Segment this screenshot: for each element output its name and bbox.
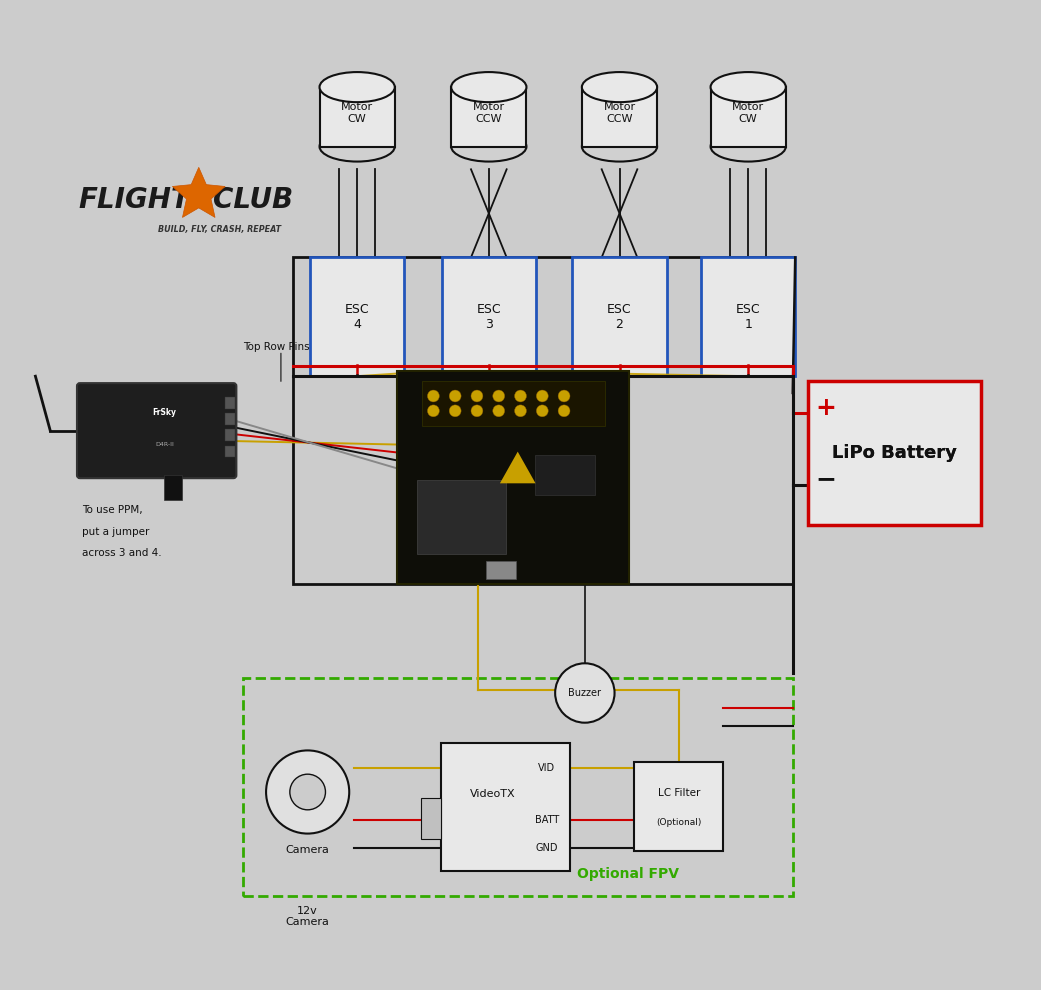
- FancyBboxPatch shape: [416, 480, 506, 554]
- FancyBboxPatch shape: [573, 257, 666, 376]
- Circle shape: [428, 405, 439, 417]
- Text: FrSky: FrSky: [152, 408, 176, 418]
- FancyBboxPatch shape: [226, 397, 235, 409]
- Text: BUILD, FLY, CRASH, REPEAT: BUILD, FLY, CRASH, REPEAT: [158, 225, 281, 235]
- Text: ESC
2: ESC 2: [607, 303, 632, 331]
- Text: 12v
Camera: 12v Camera: [285, 906, 330, 928]
- Text: Top Row Pins: Top Row Pins: [244, 342, 310, 351]
- Ellipse shape: [582, 72, 657, 102]
- FancyBboxPatch shape: [422, 381, 605, 426]
- Circle shape: [555, 663, 614, 723]
- FancyBboxPatch shape: [226, 430, 235, 442]
- Ellipse shape: [711, 72, 786, 102]
- FancyBboxPatch shape: [441, 742, 570, 871]
- Text: Optional FPV: Optional FPV: [577, 867, 679, 881]
- Text: (Optional): (Optional): [656, 819, 702, 828]
- Circle shape: [492, 405, 505, 417]
- Ellipse shape: [582, 132, 657, 161]
- Text: +: +: [815, 396, 836, 420]
- Circle shape: [492, 390, 505, 402]
- Text: ESC
4: ESC 4: [345, 303, 370, 331]
- Ellipse shape: [320, 132, 395, 161]
- Text: LC Filter: LC Filter: [658, 788, 701, 799]
- Text: Buzzer: Buzzer: [568, 688, 602, 698]
- FancyBboxPatch shape: [582, 87, 657, 147]
- Circle shape: [514, 405, 527, 417]
- FancyBboxPatch shape: [535, 455, 594, 495]
- Circle shape: [471, 390, 483, 402]
- Polygon shape: [500, 451, 535, 483]
- Text: VID: VID: [538, 763, 556, 773]
- FancyBboxPatch shape: [634, 762, 723, 851]
- FancyBboxPatch shape: [320, 87, 395, 147]
- Circle shape: [428, 390, 439, 402]
- Text: FLIGHT: FLIGHT: [78, 186, 191, 214]
- Ellipse shape: [320, 72, 395, 102]
- Text: −: −: [815, 467, 836, 492]
- Text: VideoTX: VideoTX: [469, 789, 515, 799]
- FancyBboxPatch shape: [451, 87, 527, 147]
- FancyBboxPatch shape: [397, 371, 630, 584]
- FancyBboxPatch shape: [77, 383, 236, 478]
- Text: Camera: Camera: [285, 845, 330, 855]
- FancyBboxPatch shape: [441, 257, 536, 376]
- Text: LiPo Battery: LiPo Battery: [832, 444, 957, 462]
- FancyBboxPatch shape: [164, 475, 182, 500]
- Text: Motor
CW: Motor CW: [341, 102, 374, 124]
- Ellipse shape: [451, 132, 527, 161]
- FancyBboxPatch shape: [422, 798, 441, 840]
- Text: LiPo Battery: LiPo Battery: [832, 444, 957, 462]
- Text: put a jumper: put a jumper: [82, 527, 149, 537]
- Circle shape: [471, 405, 483, 417]
- Circle shape: [450, 405, 461, 417]
- FancyBboxPatch shape: [226, 446, 235, 457]
- Circle shape: [266, 750, 349, 834]
- Circle shape: [450, 390, 461, 402]
- FancyBboxPatch shape: [808, 381, 981, 525]
- Text: D4R-II: D4R-II: [155, 442, 174, 446]
- Text: Motor
CW: Motor CW: [732, 102, 764, 124]
- FancyBboxPatch shape: [226, 414, 235, 426]
- Text: GND: GND: [535, 843, 558, 853]
- Circle shape: [558, 405, 570, 417]
- Text: ESC
3: ESC 3: [477, 303, 501, 331]
- Circle shape: [536, 390, 549, 402]
- FancyBboxPatch shape: [486, 561, 515, 579]
- Circle shape: [536, 405, 549, 417]
- Text: BATT: BATT: [535, 815, 559, 825]
- Text: Motor
CCW: Motor CCW: [473, 102, 505, 124]
- Polygon shape: [173, 167, 225, 218]
- Circle shape: [514, 390, 527, 402]
- Circle shape: [289, 774, 326, 810]
- Circle shape: [558, 390, 570, 402]
- Text: CLUB: CLUB: [213, 186, 294, 214]
- Ellipse shape: [711, 132, 786, 161]
- Text: Motor
CCW: Motor CCW: [604, 102, 636, 124]
- Text: To use PPM,: To use PPM,: [82, 505, 143, 515]
- FancyBboxPatch shape: [310, 257, 404, 376]
- Ellipse shape: [451, 72, 527, 102]
- FancyBboxPatch shape: [711, 87, 786, 147]
- Text: ESC
1: ESC 1: [736, 303, 761, 331]
- Text: across 3 and 4.: across 3 and 4.: [82, 548, 161, 558]
- FancyBboxPatch shape: [702, 257, 795, 376]
